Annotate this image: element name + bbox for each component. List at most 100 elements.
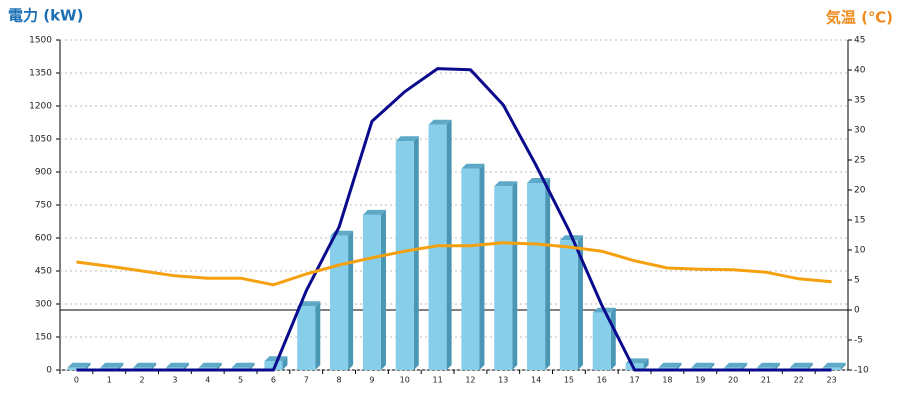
x-tick-label: 2 <box>140 376 145 385</box>
y-tick-label: 1200 <box>29 102 52 112</box>
bar-side <box>512 181 518 370</box>
y-tick-label: 1500 <box>29 36 52 46</box>
bar-side <box>249 362 255 370</box>
x-tick-label: 5 <box>238 376 243 385</box>
y2-tick-label: 15 <box>854 216 865 226</box>
bar-top <box>658 362 682 368</box>
y2-axis-title: 気温 (℃) <box>826 9 893 27</box>
bar-top <box>691 362 715 368</box>
bar-side <box>807 362 813 370</box>
x-tick-label: 1 <box>107 376 112 385</box>
x-tick-label: 8 <box>337 376 342 385</box>
bar-top <box>133 362 157 368</box>
bar-side <box>118 362 124 370</box>
bar <box>559 240 578 370</box>
x-tick-label: 3 <box>172 376 177 385</box>
x-tick-label: 22 <box>794 376 804 385</box>
bar-top <box>789 362 813 368</box>
bar-top <box>461 163 485 169</box>
x-tick-label: 19 <box>695 376 705 385</box>
bar-side <box>840 362 846 370</box>
bar-side <box>151 362 157 370</box>
x-tick-label: 21 <box>761 376 771 385</box>
bar-side <box>348 230 354 370</box>
bar <box>428 124 447 370</box>
bar-top <box>428 119 452 125</box>
y-tick-label: 600 <box>35 234 52 244</box>
y-tick-label: 0 <box>46 366 52 376</box>
bar-side <box>577 235 583 370</box>
x-tick-label: 9 <box>369 376 374 385</box>
bar-top <box>362 209 386 215</box>
bar-top <box>756 362 780 368</box>
x-tick-label: 4 <box>205 376 210 385</box>
y-tick-label: 450 <box>35 267 52 277</box>
bar-top <box>395 136 419 142</box>
bar <box>527 183 546 370</box>
bar <box>494 186 513 370</box>
bar-side <box>643 358 649 370</box>
x-tick-label: 6 <box>271 376 276 385</box>
y2-tick-label: -10 <box>854 366 869 376</box>
x-tick-label: 18 <box>662 376 672 385</box>
bar-top <box>724 362 748 368</box>
y2-tick-label: 25 <box>854 156 865 166</box>
bar <box>395 141 414 370</box>
bar-side <box>709 362 715 370</box>
bar <box>330 235 349 370</box>
x-tick-label: 12 <box>465 376 475 385</box>
x-tick-label: 20 <box>728 376 738 385</box>
y2-tick-label: 45 <box>854 36 865 46</box>
bar-side <box>282 356 288 370</box>
bar-top <box>822 362 846 368</box>
bar-side <box>413 136 419 370</box>
y-tick-label: 1050 <box>29 135 52 145</box>
y2-tick-label: 0 <box>854 306 860 316</box>
y2-tick-label: 5 <box>854 276 860 286</box>
x-tick-label: 11 <box>432 376 442 385</box>
bar-side <box>183 362 189 370</box>
bar-top <box>264 356 288 362</box>
x-tick-label: 15 <box>564 376 574 385</box>
bar <box>592 312 611 370</box>
bar-side <box>676 362 682 370</box>
bar-side <box>216 362 222 370</box>
bar-side <box>380 209 386 370</box>
y-tick-label: 300 <box>35 300 52 310</box>
bar-top <box>494 181 518 187</box>
bar-top <box>165 362 189 368</box>
x-tick-label: 14 <box>531 376 541 385</box>
y-tick-label: 900 <box>35 168 52 178</box>
bar-side <box>85 362 91 370</box>
y-tick-label: 150 <box>35 333 52 343</box>
bar-side <box>545 178 551 370</box>
x-tick-label: 7 <box>304 376 309 385</box>
x-tick-label: 17 <box>629 376 639 385</box>
bar-top <box>100 362 124 368</box>
y2-tick-label: -5 <box>854 336 863 346</box>
x-tick-label: 13 <box>498 376 508 385</box>
bar-side <box>315 301 321 370</box>
y2-tick-label: 35 <box>854 96 865 106</box>
x-tick-label: 16 <box>597 376 607 385</box>
bar-side <box>742 362 748 370</box>
y2-tick-label: 40 <box>854 66 866 76</box>
x-tick-label: 23 <box>826 376 836 385</box>
bar-top <box>67 362 91 368</box>
bar-side <box>610 307 616 370</box>
bar <box>264 361 283 370</box>
bar-top <box>231 362 255 368</box>
bar <box>362 214 381 370</box>
line <box>76 241 832 287</box>
bar-side <box>774 362 780 370</box>
y2-tick-label: 30 <box>854 126 866 136</box>
bar <box>461 168 480 370</box>
x-tick-label: 0 <box>74 376 79 385</box>
y2-tick-label: 10 <box>854 246 866 256</box>
y2-tick-label: 20 <box>854 186 866 196</box>
bar-side <box>479 163 485 370</box>
x-tick-label: 10 <box>400 376 410 385</box>
y-tick-label: 1350 <box>29 69 52 79</box>
bar <box>297 306 316 370</box>
